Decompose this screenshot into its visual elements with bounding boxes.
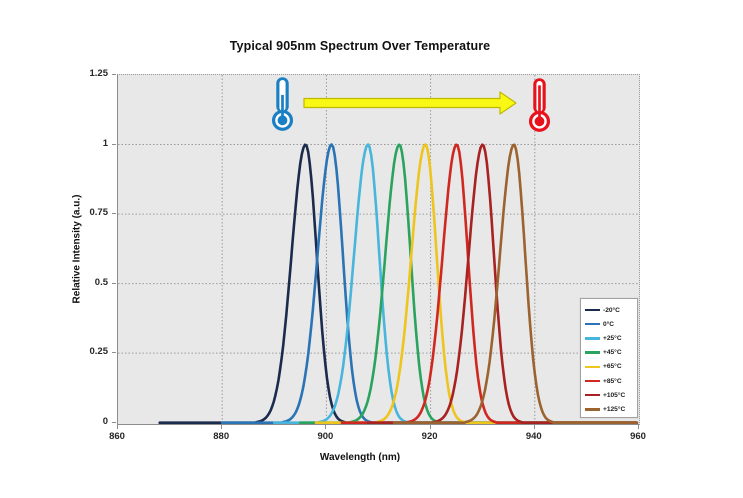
y-tick-mark: [112, 74, 116, 75]
x-tick-label: 940: [525, 431, 542, 442]
y-tick-mark: [112, 352, 116, 354]
legend-label: 0°C: [603, 320, 615, 328]
x-tick-label: 860: [109, 431, 125, 442]
legend-swatch: [585, 351, 600, 354]
x-tick-mark: [325, 425, 327, 429]
y-axis-line: [117, 74, 118, 425]
y-tick-mark: [112, 282, 116, 284]
legend-swatch: [585, 308, 600, 312]
hot-thermometer-icon: [528, 78, 551, 132]
x-axis-label: Wavelength (nm): [319, 452, 401, 463]
legend-swatch: [585, 408, 600, 411]
legend-swatch: [585, 365, 600, 369]
legend-swatch: [585, 323, 600, 326]
legend-label: +105°C: [603, 391, 626, 399]
cold-thermometer-icon: [271, 77, 294, 131]
legend: -20°C 0°C +25°C +45°C +65°C +85°C +105°C +125°C: [580, 298, 638, 418]
legend-item: +105°C: [585, 388, 637, 402]
y-tick-label: 0: [102, 415, 108, 427]
legend-item: -20°C: [585, 303, 637, 317]
y-tick-mark: [112, 143, 116, 145]
x-tick-mark: [533, 425, 535, 429]
legend-label: +65°C: [603, 363, 622, 371]
legend-item: 0°C: [585, 317, 637, 331]
x-tick-mark: [638, 425, 639, 429]
plot-area: [117, 74, 640, 425]
legend-item: +125°C: [585, 402, 637, 416]
x-axis-line: [117, 424, 639, 425]
x-tick-label: 960: [630, 431, 646, 442]
legend-swatch: [585, 379, 600, 383]
legend-label: -20°C: [603, 306, 620, 314]
y-tick-label: 1: [102, 137, 108, 149]
spectrum-curves: [118, 75, 639, 424]
x-tick-mark: [221, 425, 223, 429]
x-tick-label: 880: [213, 431, 230, 442]
spectrum-curve-+125°C: [392, 143, 638, 424]
legend-item: +85°C: [585, 374, 637, 388]
temperature-increase-arrow-icon: [303, 91, 517, 115]
x-tick-mark: [117, 425, 118, 429]
y-tick-label: 1.25: [89, 68, 109, 79]
legend-label: +45°C: [603, 349, 622, 357]
legend-item: +25°C: [585, 331, 637, 345]
y-tick-label: 0.75: [89, 207, 109, 219]
y-tick-label: 0.25: [89, 346, 109, 358]
x-tick-mark: [429, 425, 431, 429]
y-tick-mark: [112, 213, 116, 215]
chart-title: Typical 905nm Spectrum Over Temperature: [229, 39, 491, 53]
y-tick-mark: [112, 421, 116, 423]
legend-swatch: [585, 394, 600, 397]
legend-label: +25°C: [603, 334, 622, 342]
legend-label: +85°C: [603, 377, 622, 385]
x-tick-label: 920: [421, 431, 438, 442]
y-tick-label: 0.5: [94, 276, 108, 288]
legend-swatch: [585, 337, 600, 340]
legend-item: +65°C: [585, 360, 637, 374]
legend-label: +125°C: [603, 405, 626, 413]
legend-item: +45°C: [585, 346, 637, 360]
x-tick-label: 900: [317, 431, 334, 442]
